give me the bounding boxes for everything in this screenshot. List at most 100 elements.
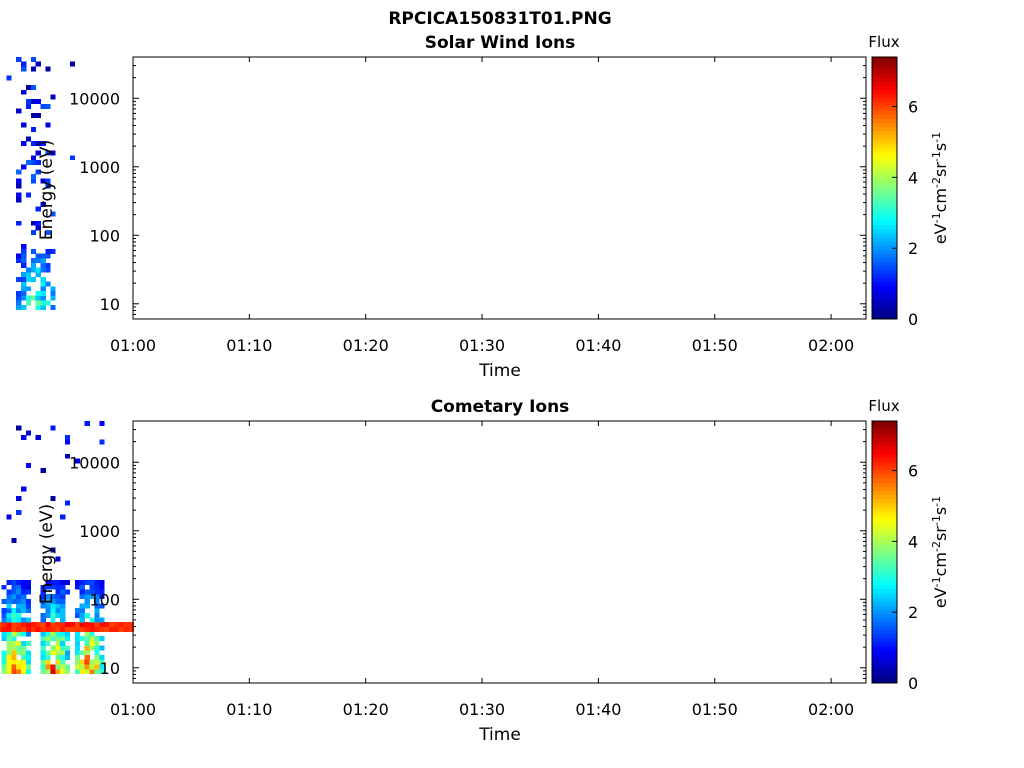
solar-wind-axes: 01:00 01:10 01:20 01:30 01:40 01:50 02:00 10 100… [69,56,866,355]
flux-cell [84,589,90,595]
flux-cell [55,664,61,670]
flux-cell [60,636,66,642]
flux-cell [40,262,46,268]
flux-cell [16,509,22,515]
colorbar-step [872,547,897,553]
flux-cell [40,300,46,306]
flux-cell [65,645,71,651]
colorbar-step [872,461,897,467]
flux-cell [45,659,51,665]
colorbar-step [872,613,897,618]
colorbar-step [872,506,897,512]
flux-cell [45,150,51,156]
colorbar-step [872,584,897,590]
flux-cell [40,622,46,628]
colorbar-step [872,200,897,205]
flux-cell [99,626,105,632]
colorbar-step [872,57,897,62]
flux-cell [50,94,56,100]
flux-cell [40,659,46,665]
flux-cell [74,645,81,651]
flux-cell [35,225,41,231]
flux-cell [25,463,32,469]
flux-cell [60,598,66,604]
flux-cell [35,295,41,301]
flux-cell [21,598,27,604]
flux-cell [55,654,61,660]
flux-cell [35,150,41,156]
flux-cell [40,286,46,292]
flux-cell [16,598,22,604]
colorbar-step [872,445,897,451]
flux-cell [25,617,32,623]
flux-cell [89,584,95,590]
flux-cell [6,598,12,604]
flux-cell [40,598,46,604]
flux-cell [45,603,51,609]
flux-cell [55,556,61,562]
flux-cell [60,589,66,595]
flux-cell [55,668,61,674]
colorbar-step [872,425,897,430]
x-tick-label: 02:00 [808,700,854,719]
flux-cell [11,594,17,600]
flux-cell [21,608,27,614]
flux-cell [21,668,27,674]
flux-cell [45,668,51,674]
flux-cell [84,598,90,604]
colorbar-step [872,188,897,193]
flux-cell [60,631,66,637]
colorbar-step [872,93,897,99]
flux-cell [84,594,90,600]
flux-cell [16,612,22,618]
flux-cell [35,220,41,226]
colorbar-step [872,171,897,177]
flux-cell [11,589,17,595]
flux-cell [60,584,66,590]
colorbar-step [872,429,897,434]
colorbar-tick-label: 6 [908,462,918,481]
flux-cell [25,286,32,292]
colorbar-step [872,494,897,500]
flux-cell [6,668,12,674]
flux-cell [35,258,41,264]
flux-cell [50,622,56,628]
flux-cell [109,622,115,628]
flux-cell [84,631,90,637]
flux-cell [55,631,61,637]
colorbar-step [872,155,897,160]
flux-cell [65,664,71,670]
flux-cell [16,192,22,198]
flux-cell [16,589,22,595]
flux-cell [50,612,56,618]
colorbar-step [872,228,897,234]
colorbar-step [872,65,897,70]
y-tick-label: 10000 [69,453,120,472]
flux-cell [45,300,51,306]
colorbar-step [872,457,897,463]
flux-cell [55,626,61,632]
flux-cell [60,640,66,646]
flux-cell [89,659,95,665]
flux-cell [99,603,105,609]
flux-cell [35,622,41,628]
flux-cell [65,453,71,459]
x-tick-label: 01:30 [459,336,505,355]
flux-cell [60,617,66,623]
colorbar-step [872,97,897,103]
colorbar-step [872,192,897,197]
colorbar-tick-label: 0 [908,310,918,329]
flux-cell [30,248,37,254]
colorbar-step [872,605,897,610]
colorbar-step [872,470,897,475]
flux-cell [45,594,51,600]
flux-cell [60,612,66,618]
flux-cell [99,421,105,426]
colorbar-step [872,633,897,639]
flux-cell [21,122,27,128]
flux-cell [1,622,7,628]
flux-cell [6,617,12,623]
x-tick-label: 01:40 [575,700,621,719]
flux-cell [35,304,41,310]
colorbar-units-label: eV-1cm-2sr-1s-1 [930,496,951,608]
